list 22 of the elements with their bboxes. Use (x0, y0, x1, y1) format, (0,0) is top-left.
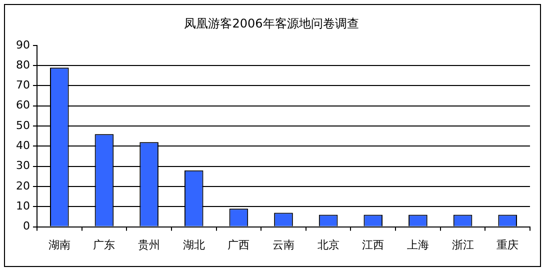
x-tick-label: 浙江 (452, 238, 474, 252)
x-tick-label: 上海 (406, 238, 429, 252)
x-tick-label: 广东 (93, 238, 116, 252)
x-tick-label: 北京 (317, 238, 340, 252)
x-tick-label: 云南 (272, 238, 294, 252)
y-tick-label: 80 (16, 58, 30, 72)
y-tick-label: 60 (16, 98, 30, 112)
y-tick-label: 0 (22, 220, 30, 233)
x-tick-label: 广西 (228, 238, 250, 252)
y-tick-label: 90 (16, 38, 30, 52)
chart-title: 凤凰游客2006年客源地问卷调查 (184, 16, 359, 30)
x-tick-label: 江西 (362, 238, 384, 252)
x-tick-label: 重庆 (496, 238, 519, 252)
y-tick-label: 70 (16, 78, 30, 92)
y-tick-label: 10 (16, 200, 30, 213)
x-tick-label: 湖北 (182, 238, 205, 252)
y-tick-label: 50 (16, 118, 30, 132)
y-tick-label: 20 (16, 179, 30, 192)
x-tick-label: 贵州 (138, 238, 160, 252)
x-tick-label: 湖南 (48, 238, 70, 252)
y-tick-label: 30 (16, 159, 30, 172)
y-tick-label: 40 (16, 139, 30, 152)
